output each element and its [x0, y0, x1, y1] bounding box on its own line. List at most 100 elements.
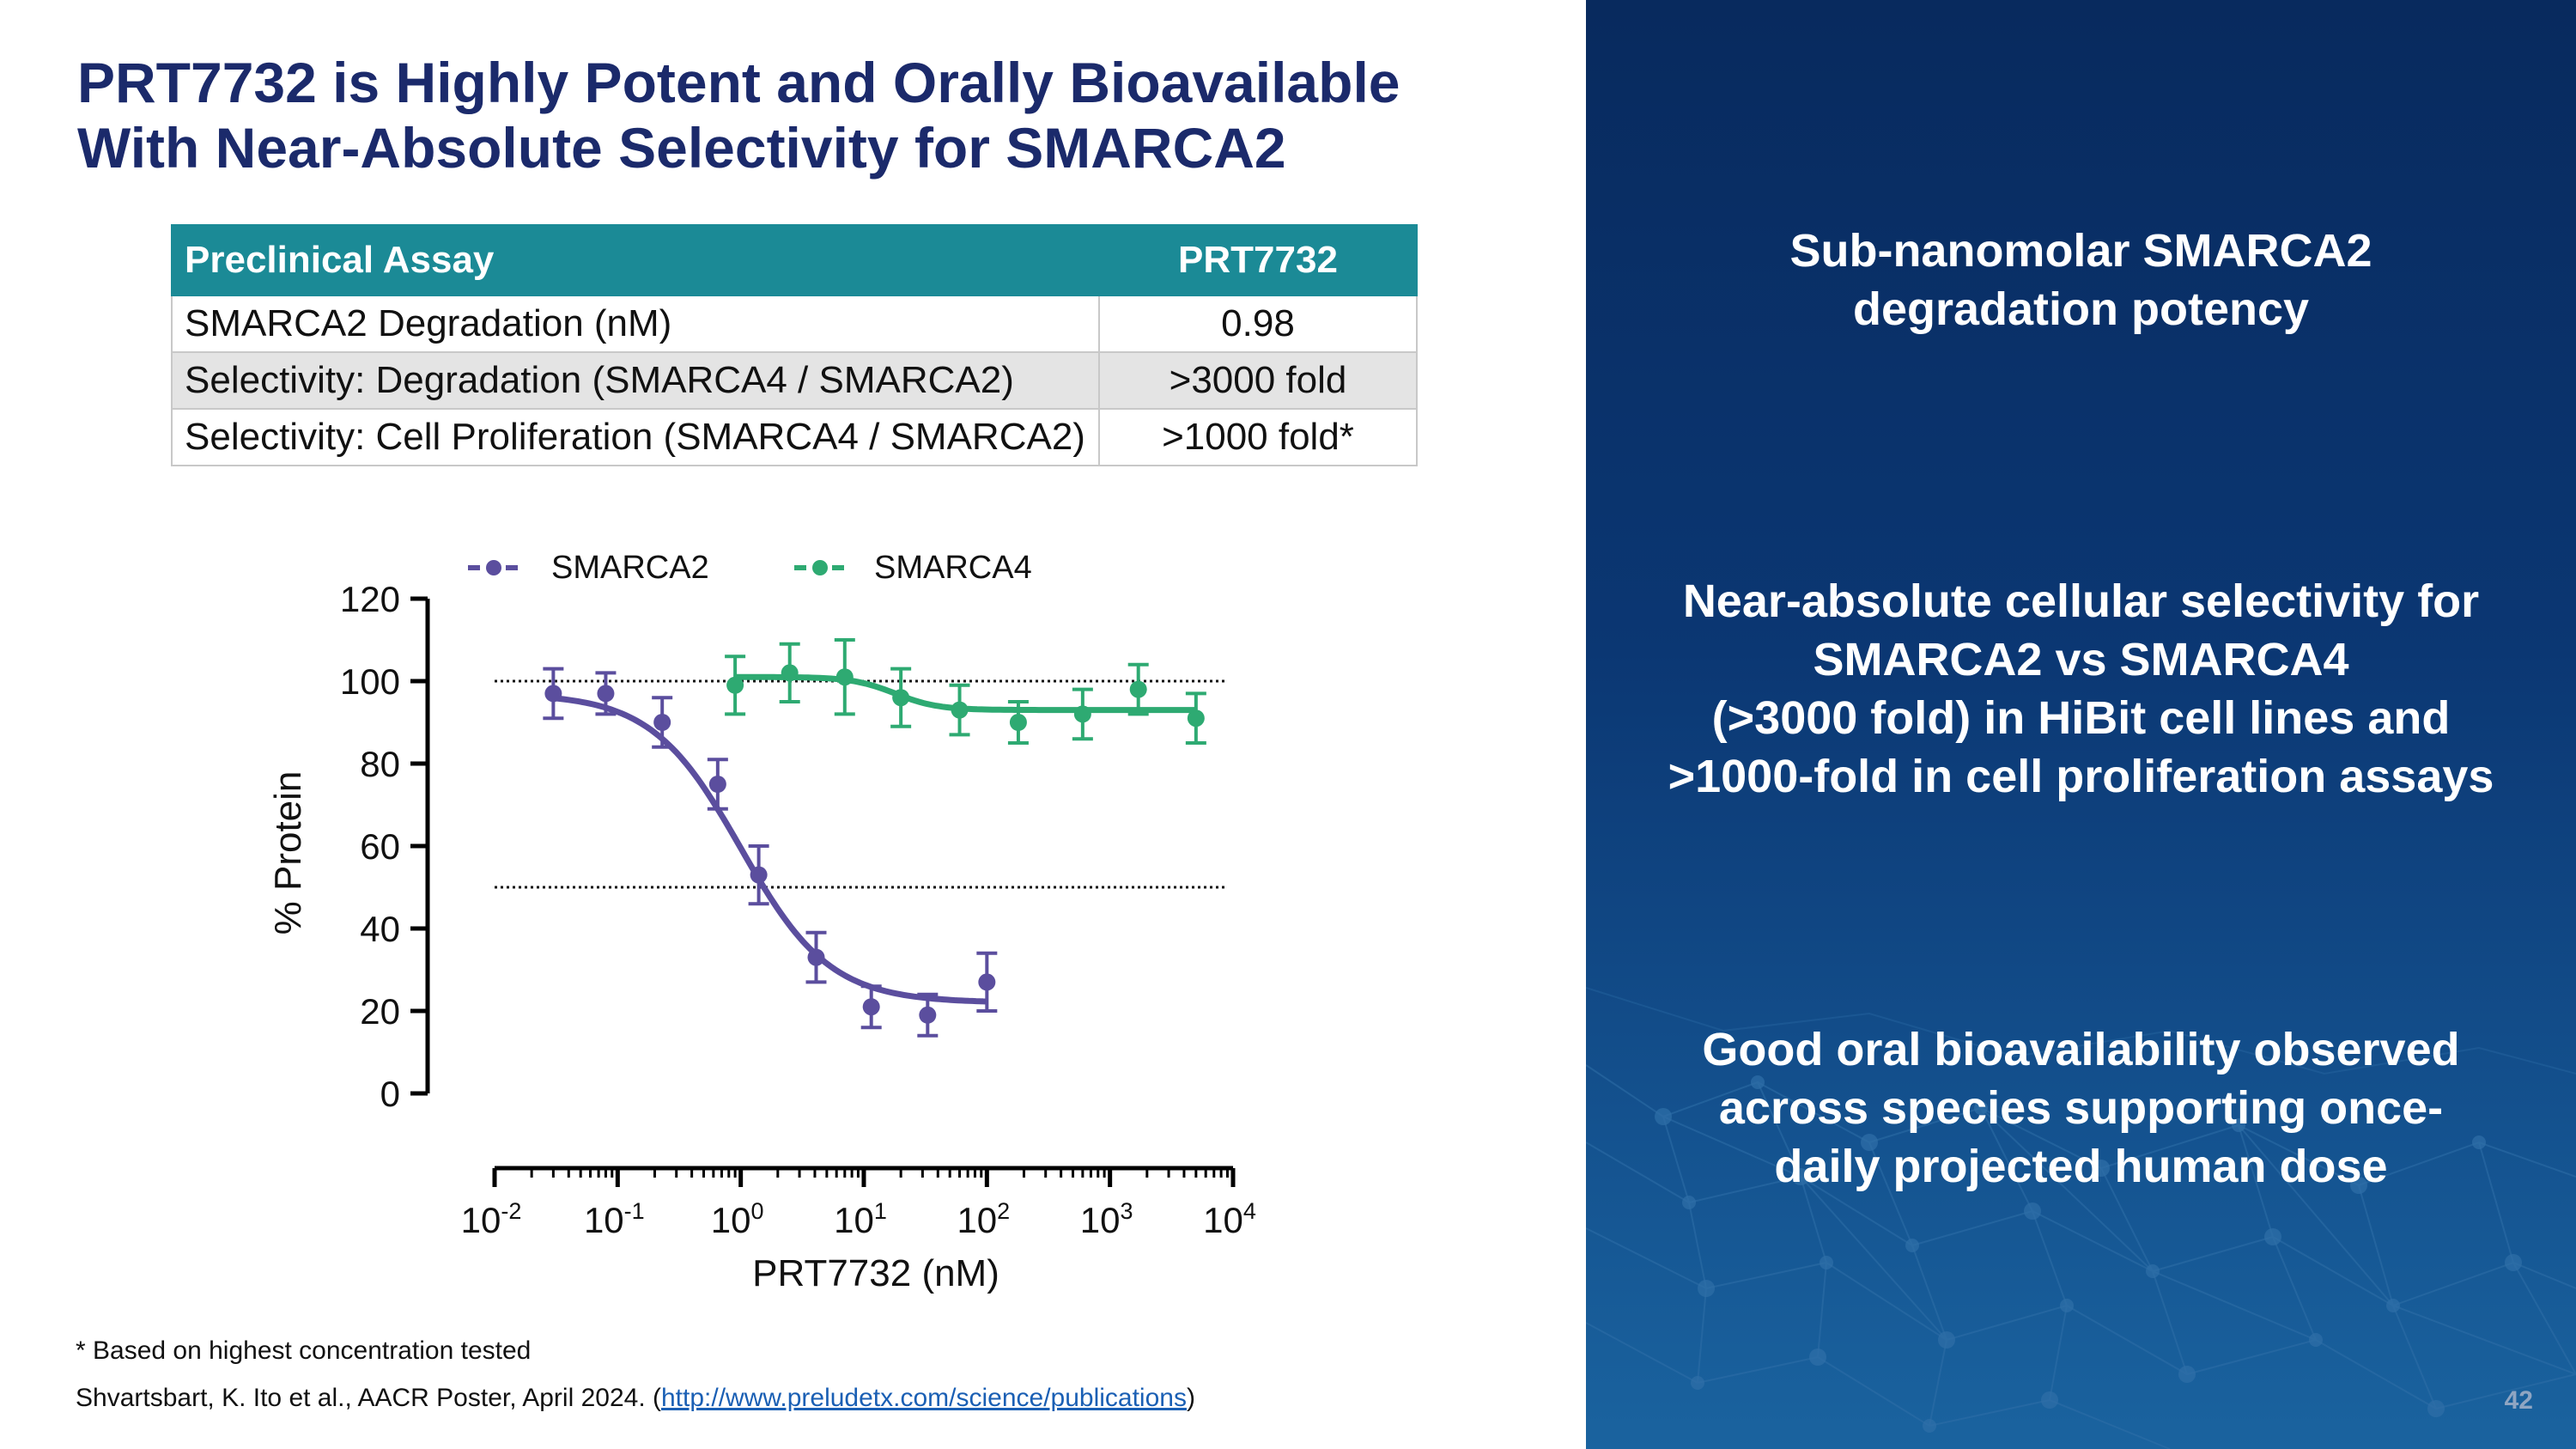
y-tick-label: 100	[340, 661, 400, 702]
table-cell-assay: Selectivity: Cell Proliferation (SMARCA4…	[171, 408, 1100, 466]
assay-table: Preclinical Assay PRT7732 SMARCA2 Degrad…	[171, 224, 1418, 466]
dose-response-chart: SMARCA2 SMARCA4 % Protein PRT7732 (nM) 0…	[267, 550, 1256, 1294]
x-tick-label: 100	[711, 1198, 764, 1240]
data-point-smarca2	[976, 951, 998, 1013]
x-tick-label: 10-2	[461, 1198, 522, 1240]
fit-curve-smarca2	[553, 695, 987, 1005]
data-point-smarca4	[779, 642, 800, 703]
table-cell-value: 0.98	[1098, 295, 1418, 353]
y-tick-label: 20	[360, 991, 400, 1032]
x-axis: 10-2 10-1 100 101 102 103 104	[461, 1166, 1256, 1240]
marker	[892, 689, 910, 707]
footnote-note: * Based on highest concentration tested	[76, 1336, 532, 1365]
marker	[750, 866, 768, 884]
bullet-line: daily projected human dose	[1774, 1141, 2388, 1192]
data-point-smarca2	[595, 671, 617, 716]
x-tick-label: 101	[834, 1198, 887, 1240]
page-title: PRT7732 is Highly Potent and Orally Bioa…	[77, 50, 1571, 180]
series-smarca2	[543, 667, 998, 1038]
y-tick-label: 60	[360, 826, 400, 867]
table-header-compound: PRT7732	[1098, 224, 1418, 296]
right-panel: Sub-nanomolar SMARCA2 degradation potenc…	[1586, 0, 2576, 1449]
marker	[919, 1006, 937, 1024]
data-point-smarca4	[1072, 687, 1093, 741]
publications-link[interactable]: http://www.preludetx.com/science/publica…	[661, 1384, 1187, 1412]
table-header-assay: Preclinical Assay	[171, 224, 1100, 296]
marker	[726, 676, 744, 694]
data-point-smarca2	[860, 984, 882, 1030]
legend-label-smarca4: SMARCA4	[874, 550, 1032, 586]
data-point-smarca4	[949, 683, 970, 737]
citation-close: )	[1186, 1384, 1195, 1412]
bullet-line: (>3000 fold) in HiBit cell lines and	[1711, 692, 2451, 744]
marker	[951, 701, 969, 719]
title-line-1: PRT7732 is Highly Potent and Orally Bioa…	[77, 51, 1400, 114]
marker	[978, 973, 996, 991]
marker	[1009, 714, 1027, 731]
y-axis: 0 20 40 60 80 100 120	[340, 579, 430, 1114]
marker	[708, 776, 726, 793]
legend-item-smarca2: SMARCA2	[468, 550, 709, 586]
plot-area	[543, 638, 1206, 1038]
y-tick-label: 0	[380, 1074, 400, 1114]
y-tick-label: 80	[360, 744, 400, 784]
bullet-line: Good oral bioavailability observed	[1702, 1024, 2460, 1075]
x-tick-label: 104	[1203, 1198, 1256, 1240]
table-cell-assay: Selectivity: Degradation (SMARCA4 / SMAR…	[171, 351, 1100, 410]
data-point-smarca2	[543, 667, 564, 721]
bullet-line: degradation potency	[1852, 283, 2310, 335]
marker	[807, 948, 825, 966]
x-tick-label: 102	[957, 1198, 1010, 1240]
marker	[544, 685, 562, 703]
x-axis-label: PRT7732 (nM)	[752, 1252, 999, 1294]
marker	[862, 998, 880, 1016]
data-point-smarca4	[1185, 691, 1206, 745]
table-cell-assay: SMARCA2 Degradation (nM)	[171, 295, 1100, 353]
bullet-selectivity: Near-absolute cellular selectivity for S…	[1586, 572, 2576, 806]
marker	[1073, 705, 1091, 723]
table-cell-value: >3000 fold	[1098, 351, 1418, 410]
y-tick-label: 40	[360, 909, 400, 949]
series-smarca4	[725, 638, 1206, 745]
bullet-line: across species supporting once-	[1718, 1082, 2444, 1134]
bullet-line: Near-absolute cellular selectivity for	[1682, 575, 2480, 627]
marker	[781, 664, 799, 682]
data-point-smarca2	[652, 696, 673, 749]
y-tick-label: 120	[340, 579, 400, 619]
legend-item-smarca4: SMARCA4	[794, 550, 1032, 586]
page-number: 42	[2504, 1386, 2533, 1415]
bullet-potency: Sub-nanomolar SMARCA2 degradation potenc…	[1586, 222, 2576, 338]
legend-marker-smarca4	[812, 560, 828, 575]
marker	[597, 685, 615, 703]
x-tick-label: 103	[1080, 1198, 1133, 1240]
data-point-smarca4	[1127, 662, 1149, 716]
title-line-2: With Near-Absolute Selectivity for SMARC…	[77, 116, 1286, 180]
bullet-bioavailability: Good oral bioavailability observed acros…	[1586, 1020, 2576, 1196]
legend: SMARCA2 SMARCA4	[468, 550, 1032, 586]
bullet-line: SMARCA2 vs SMARCA4	[1813, 634, 2349, 685]
table-row: Selectivity: Cell Proliferation (SMARCA4…	[171, 408, 1418, 466]
table-cell-value: >1000 fold*	[1098, 408, 1418, 466]
data-point-smarca2	[748, 844, 769, 906]
marker	[1129, 680, 1147, 698]
table-header-row: Preclinical Assay PRT7732	[171, 224, 1418, 296]
table-row: SMARCA2 Degradation (nM) 0.98	[171, 295, 1418, 353]
marker	[1187, 709, 1205, 728]
bullet-line: >1000-fold in cell proliferation assays	[1668, 751, 2494, 802]
network-background	[1586, 987, 2576, 1449]
data-point-smarca2	[917, 992, 939, 1038]
legend-marker-smarca2	[486, 560, 501, 575]
footnote-citation: Shvartsbart, K. Ito et al., AACR Poster,…	[76, 1384, 1195, 1413]
data-point-smarca4	[890, 667, 912, 728]
citation-text: Shvartsbart, K. Ito et al., AACR Poster,…	[76, 1384, 661, 1412]
bullet-line: Sub-nanomolar SMARCA2	[1789, 225, 2372, 277]
y-axis-label: % Protein	[267, 771, 309, 935]
data-point-smarca4	[1007, 700, 1029, 745]
reference-lines	[495, 679, 1224, 889]
data-point-smarca4	[725, 654, 746, 716]
marker	[653, 714, 671, 731]
legend-label-smarca2: SMARCA2	[551, 550, 709, 586]
marker	[835, 668, 854, 686]
x-tick-label: 10-1	[584, 1198, 645, 1240]
